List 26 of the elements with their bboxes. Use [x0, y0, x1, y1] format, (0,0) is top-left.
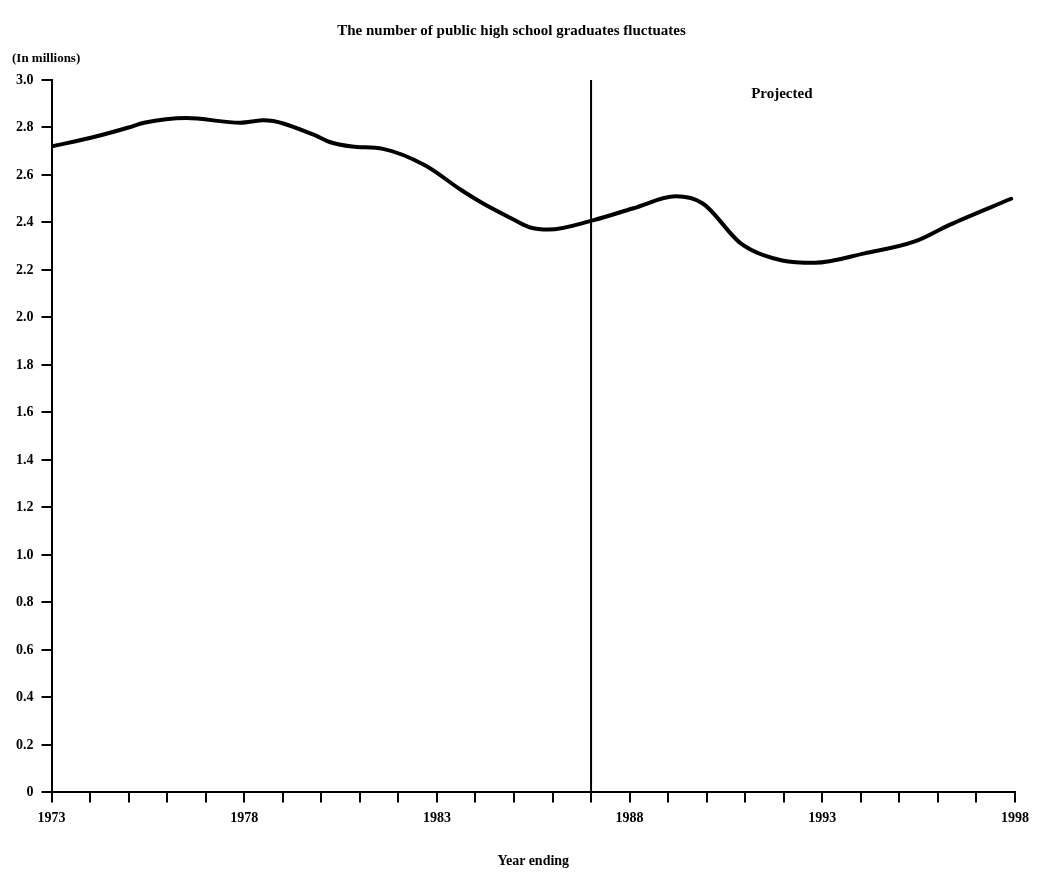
chart-title: The number of public high school graduates fluctuates — [337, 21, 686, 38]
annotation: Projected — [751, 85, 814, 101]
y-tick-label: 0.6 — [16, 641, 34, 657]
y-tick-label: 1.0 — [16, 546, 34, 562]
y-tick-label: 0.2 — [16, 736, 34, 752]
x-tick-label: 1993 — [808, 810, 837, 826]
x-tick-label: 1973 — [37, 810, 66, 826]
y-tick-label: 2.2 — [16, 261, 34, 277]
y-tick-label: 1.4 — [16, 451, 34, 467]
y-tick-label: 1.6 — [16, 404, 34, 420]
x-axis-title: Year ending — [497, 853, 570, 869]
y-tick-label: 2.6 — [16, 166, 34, 182]
y-tick-label: 3.0 — [16, 71, 34, 87]
y-tick-label: 0.4 — [16, 689, 34, 705]
x-tick-label: 1988 — [615, 810, 644, 826]
y-axis-title: (In millions) — [12, 50, 81, 65]
x-tick-label: 1998 — [1001, 810, 1029, 826]
y-tick-label: 1.8 — [16, 356, 34, 372]
y-tick-label: 0.8 — [16, 594, 34, 610]
x-tick-label: 1983 — [422, 810, 451, 826]
y-tick-label: 0 — [26, 784, 34, 800]
y-tick-label: 2.8 — [16, 119, 34, 135]
y-tick-label: 1.2 — [16, 499, 34, 515]
x-tick-label: 1978 — [230, 810, 259, 826]
y-tick-label: 2.0 — [16, 309, 34, 325]
y-tick-label: 2.4 — [16, 214, 34, 230]
